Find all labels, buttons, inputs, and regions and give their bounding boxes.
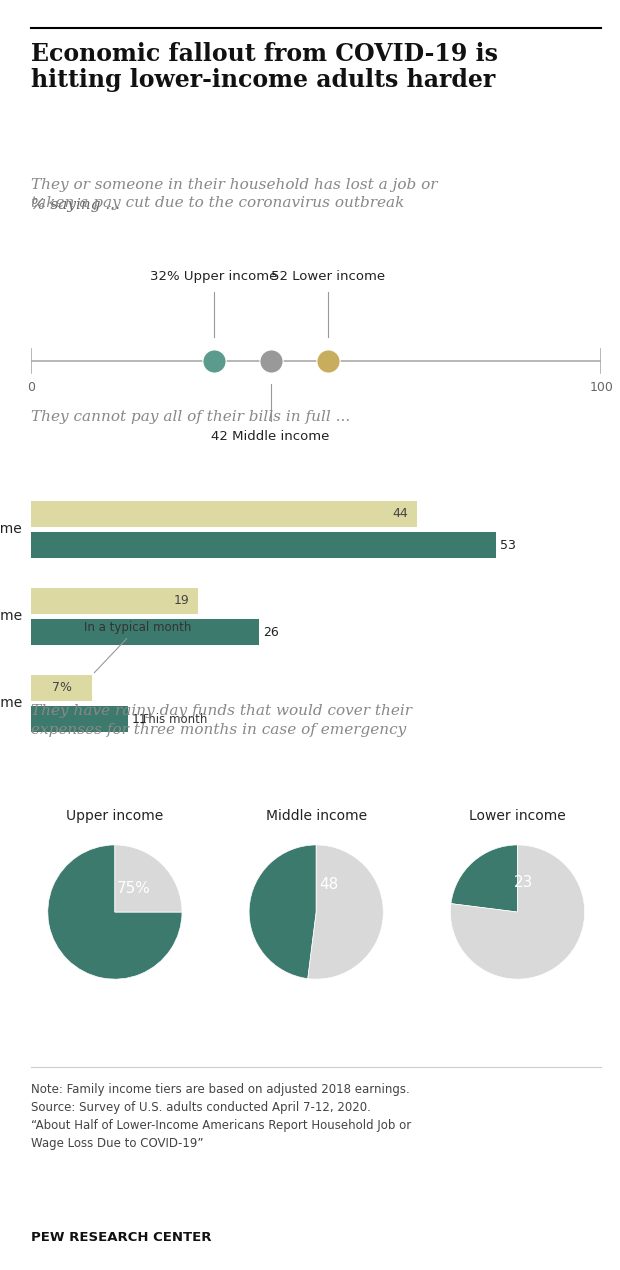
- Text: 44: 44: [392, 507, 409, 521]
- Text: 26: 26: [264, 626, 279, 639]
- Wedge shape: [450, 845, 585, 979]
- Text: 7%: 7%: [51, 681, 72, 695]
- Wedge shape: [48, 845, 182, 979]
- Title: Middle income: Middle income: [265, 809, 367, 823]
- Text: 100: 100: [590, 381, 613, 394]
- Text: PEW RESEARCH CENTER: PEW RESEARCH CENTER: [31, 1231, 211, 1243]
- Bar: [31, 532, 496, 559]
- Bar: [31, 588, 198, 613]
- Text: They cannot pay all of their bills in full ...: They cannot pay all of their bills in fu…: [31, 410, 350, 424]
- Title: Lower income: Lower income: [469, 809, 566, 823]
- Bar: [31, 706, 128, 732]
- Text: Economic fallout from COVID-19 is
hitting lower-income adults harder: Economic fallout from COVID-19 is hittin…: [31, 42, 498, 93]
- Text: % saying ...: % saying ...: [31, 198, 120, 212]
- Bar: [31, 500, 417, 527]
- Text: 48: 48: [319, 878, 338, 892]
- Text: They have rainy day funds that would cover their
expenses for three months in ca: They have rainy day funds that would cov…: [31, 705, 412, 737]
- Text: In a typical month: In a typical month: [84, 621, 191, 673]
- Text: 23: 23: [514, 875, 533, 890]
- Text: 53: 53: [500, 538, 516, 551]
- Text: Lower income: Lower income: [0, 522, 22, 536]
- Point: [265, 351, 275, 371]
- Text: 52 Lower income: 52 Lower income: [270, 271, 384, 283]
- Text: Upper income: Upper income: [0, 696, 22, 710]
- Text: 32% Upper income: 32% Upper income: [150, 271, 277, 283]
- Wedge shape: [308, 845, 383, 979]
- Text: 75%: 75%: [117, 880, 150, 895]
- Text: Middle income: Middle income: [0, 610, 22, 624]
- Wedge shape: [115, 845, 182, 912]
- Bar: [31, 618, 259, 645]
- Point: [322, 351, 332, 371]
- Text: 0: 0: [27, 381, 35, 394]
- Title: Upper income: Upper income: [66, 809, 164, 823]
- Text: This month: This month: [141, 712, 207, 725]
- Text: 42 Middle income: 42 Middle income: [211, 429, 330, 443]
- Text: They or someone in their household has lost a job or
taken a pay cut due to the : They or someone in their household has l…: [31, 178, 438, 210]
- Text: 11: 11: [132, 712, 148, 725]
- Text: Note: Family income tiers are based on adjusted 2018 earnings.
Source: Survey of: Note: Family income tiers are based on a…: [31, 1082, 411, 1149]
- Wedge shape: [249, 845, 316, 979]
- Text: 19: 19: [173, 594, 189, 607]
- Point: [208, 351, 218, 371]
- Wedge shape: [451, 845, 518, 912]
- Bar: [31, 674, 92, 701]
